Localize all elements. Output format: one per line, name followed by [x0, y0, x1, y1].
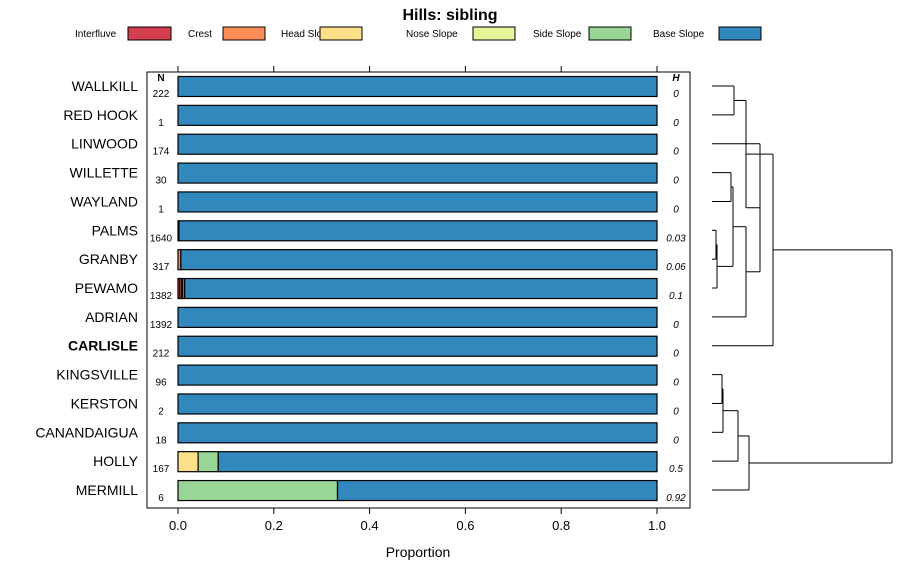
plot-frame — [146, 71, 691, 509]
category-label: WALLKILL — [72, 78, 139, 94]
category-label: CANANDAIGUA — [35, 424, 138, 440]
bar-segment — [177, 162, 658, 184]
bar-segment — [178, 220, 658, 242]
bar-segment — [177, 335, 658, 357]
h-value: 0 — [673, 204, 679, 215]
bar-segment — [177, 364, 658, 386]
n-value: 1640 — [150, 233, 173, 244]
dendrogram — [712, 85, 893, 491]
n-value: 1382 — [150, 291, 173, 302]
bar-segment — [197, 451, 219, 473]
legend-label: Crest — [188, 29, 212, 40]
n-value: 18 — [155, 435, 167, 446]
x-tick-label: 0.0 — [169, 518, 187, 533]
x-axis-label: Proportion — [386, 544, 451, 560]
legend-label: Base Slope — [653, 29, 705, 40]
n-value: 317 — [153, 262, 170, 273]
category-label: ADRIAN — [85, 309, 138, 325]
category-label: RED HOOK — [63, 107, 138, 123]
bar-segment — [177, 104, 658, 126]
h-value: 0.06 — [666, 262, 686, 273]
h-value: 0 — [673, 147, 679, 158]
n-value: 212 — [153, 349, 170, 360]
legend-label: Head Slope — [281, 29, 334, 40]
n-value: 6 — [158, 493, 164, 504]
x-tick-label: 0.6 — [456, 518, 474, 533]
x-tick-label: 0.4 — [361, 518, 379, 533]
h-value: 0 — [673, 89, 679, 100]
bar-segment — [177, 306, 658, 328]
legend-swatch — [222, 26, 266, 41]
h-value: 0 — [673, 406, 679, 417]
bar-segment — [177, 191, 658, 213]
bar-segment — [177, 75, 658, 98]
n-value: 167 — [153, 464, 170, 475]
n-value: 30 — [155, 176, 167, 187]
legend-label: Nose Slope — [406, 29, 458, 40]
category-label: MERMILL — [76, 482, 138, 498]
category-label: WILLETTE — [70, 165, 138, 181]
h-value: 0 — [673, 435, 679, 446]
category-label: HOLLY — [93, 453, 139, 469]
bar-segment — [180, 249, 658, 271]
h-value: 0.03 — [666, 233, 686, 244]
n-values: 222 1 174 30 1 1640 317 1382 1392 212 96 2 18 167 6 — [150, 89, 173, 504]
h-value: 0 — [673, 118, 679, 129]
legend-label: Interfluve — [75, 29, 117, 40]
h-value: 0 — [673, 349, 679, 360]
bar-segment — [177, 479, 339, 502]
bar-segment — [177, 393, 658, 415]
bar-segment — [177, 451, 199, 473]
x-tick-label: 0.8 — [552, 518, 570, 533]
h-value: 0.1 — [669, 291, 683, 302]
category-label: PEWAMO — [75, 280, 138, 296]
h-values: 0 0 0 0 0 0.03 0.06 0.1 0 0 0 0 0 0.5 0.92 — [666, 89, 686, 504]
n-value: 222 — [153, 89, 170, 100]
chart-title: Hills: sibling — [402, 7, 497, 24]
n-value: 1392 — [150, 320, 173, 331]
n-header: N — [157, 73, 164, 84]
category-labels: WALLKILL RED HOOK LINWOOD WILLETTE WAYLAND PA… — [35, 78, 138, 498]
n-value: 174 — [153, 147, 170, 158]
legend-swatch — [588, 26, 632, 41]
legend-swatch — [718, 26, 762, 41]
legend-swatch — [127, 26, 172, 41]
category-label: CARLISLE — [68, 338, 138, 354]
category-label: WAYLAND — [70, 193, 138, 209]
x-tick-label: 1.0 — [648, 518, 666, 533]
bar-segment — [177, 422, 658, 444]
bar-segment — [217, 451, 658, 473]
bar-segment — [177, 133, 658, 155]
x-axis: 0.0 0.2 0.4 0.6 0.8 1.0 — [169, 66, 666, 533]
plot-panel — [146, 71, 691, 509]
n-value: 96 — [155, 378, 167, 389]
category-label: KERSTON — [71, 395, 138, 411]
n-value: 1 — [158, 118, 164, 129]
h-value: 0 — [673, 176, 679, 187]
category-label: LINWOOD — [71, 136, 138, 152]
x-tick-label: 0.2 — [265, 518, 283, 533]
bars-group — [177, 75, 658, 502]
category-label: KINGSVILLE — [56, 367, 138, 383]
h-value: 0 — [673, 378, 679, 389]
h-value: 0.92 — [666, 493, 686, 504]
h-value: 0.5 — [669, 464, 683, 475]
h-header: H — [672, 73, 680, 84]
legend-swatch — [472, 26, 516, 41]
n-value: 2 — [158, 406, 164, 417]
legend-swatch — [319, 26, 363, 41]
h-value: 0 — [673, 320, 679, 331]
category-label: PALMS — [92, 222, 138, 238]
n-value: 1 — [158, 204, 164, 215]
legend-label: Side Slope — [533, 29, 582, 40]
bar-segment — [184, 277, 658, 300]
bar-segment — [336, 479, 658, 502]
legend: Interfluve Crest Head Slope Nose Slope Side … — [75, 26, 762, 41]
category-label: GRANBY — [79, 251, 139, 267]
